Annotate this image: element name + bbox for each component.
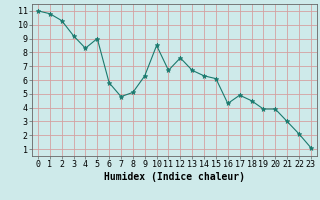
X-axis label: Humidex (Indice chaleur): Humidex (Indice chaleur) xyxy=(104,172,245,182)
